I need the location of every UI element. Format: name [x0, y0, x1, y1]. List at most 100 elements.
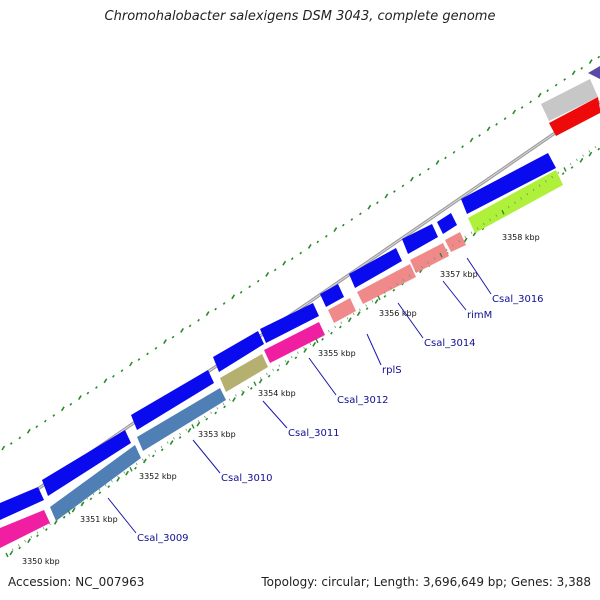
gc-skew-mark — [249, 387, 253, 390]
gene-label-csal-3010[interactable]: Csal_3010 — [221, 473, 273, 484]
gc-skew-mark — [588, 59, 593, 65]
ruler-tick — [142, 458, 144, 461]
ruler-tick — [36, 531, 39, 534]
gc-skew-mark — [196, 421, 201, 427]
gene-forward-5[interactable] — [260, 303, 319, 343]
gc-skew-mark — [316, 240, 320, 244]
ruler-tick — [452, 244, 454, 247]
ruler-tick — [414, 270, 417, 273]
ruler-tick — [235, 394, 237, 397]
gene-purple[interactable] — [588, 66, 600, 79]
gene-forward-3[interactable] — [131, 370, 214, 430]
gene-salmon-3[interactable] — [410, 243, 449, 273]
gene-label-csal-3009[interactable]: Csal_3009 — [137, 533, 189, 544]
gc-skew-mark — [339, 325, 342, 329]
gc-skew-mark — [214, 411, 218, 415]
gc-skew-mark — [546, 89, 550, 93]
gc-skew-mark — [520, 106, 524, 109]
ruler-tick — [148, 454, 150, 457]
gc-skew-mark — [18, 546, 22, 550]
gc-skew-mark — [232, 397, 236, 403]
gc-skew-mark — [9, 550, 14, 556]
ruler-tick — [396, 282, 398, 286]
gc-skew-mark — [495, 122, 498, 126]
ruler-tick — [346, 317, 349, 320]
gene-label-csal-3012[interactable]: Csal_3012 — [337, 395, 389, 406]
ruler-tick — [507, 205, 510, 209]
gene-forward-7[interactable] — [349, 248, 402, 288]
gene-forward-4[interactable] — [213, 331, 264, 372]
gc-skew-mark — [267, 374, 271, 378]
tick-label-3351: 3351 kbp — [80, 515, 118, 524]
gene-salmon-4[interactable] — [445, 232, 466, 252]
ruler-tick — [532, 188, 535, 192]
gene-forward-8[interactable] — [402, 224, 438, 254]
ruler-tick — [210, 411, 212, 414]
tick-label-3358: 3358 kbp — [502, 233, 540, 242]
gc-skew-mark — [188, 324, 192, 328]
gc-skew-mark — [89, 497, 93, 501]
gene-olive[interactable] — [220, 354, 268, 392]
gc-skew-mark — [129, 361, 133, 367]
gene-gray[interactable] — [541, 79, 598, 121]
gc-skew-mark — [53, 519, 58, 525]
gene-forward-9[interactable] — [437, 213, 457, 234]
gc-skew-mark — [294, 356, 298, 360]
gene-red[interactable] — [549, 97, 600, 136]
gene-pink-2[interactable] — [264, 322, 325, 363]
tick-label-3354: 3354 kbp — [258, 389, 296, 398]
gene-label-rpls[interactable]: rplS — [382, 365, 402, 376]
gc-skew-mark — [410, 176, 414, 182]
gene-pink-left[interactable] — [0, 510, 50, 548]
gene-label-csal-3016[interactable]: Csal_3016 — [492, 294, 544, 305]
ruler-tick — [98, 488, 101, 491]
gene-forward-10[interactable] — [461, 153, 556, 214]
gene-salmon-2[interactable] — [357, 264, 416, 304]
ruler-tick — [551, 175, 553, 179]
gene-salmon-1[interactable] — [328, 298, 356, 323]
gc-skew-mark — [330, 331, 333, 335]
ruler-tick — [594, 145, 597, 149]
label-leaders — [107, 257, 492, 534]
gc-skew-mark — [273, 268, 277, 272]
ruler-tick — [104, 484, 107, 487]
gc-skew-mark — [205, 311, 210, 317]
gc-skew-mark — [98, 491, 102, 495]
gc-skew-mark — [35, 425, 39, 429]
ruler-tick — [402, 278, 405, 281]
gc-skew-mark — [258, 378, 263, 384]
gene-label-rimm[interactable]: rimM — [467, 310, 492, 321]
ruler-tick — [80, 501, 82, 504]
ruler-tick — [160, 445, 163, 449]
ruler-tick — [315, 338, 319, 344]
genome-stats-text: Topology: circular; Length: 3,696,649 bp… — [261, 575, 591, 589]
gc-skew-mark — [358, 212, 362, 216]
gc-skew-mark — [214, 307, 217, 311]
ruler-tick — [458, 240, 460, 243]
gc-skew-mark — [52, 414, 56, 417]
gene-steel-2[interactable] — [137, 388, 226, 451]
gene-forward-6[interactable] — [320, 284, 344, 307]
ruler-tick — [365, 304, 367, 307]
gc-skew-mark — [180, 327, 184, 333]
tick-label-3356: 3356 kbp — [379, 309, 417, 318]
gene-label-csal-3014[interactable]: Csal_3014 — [424, 338, 476, 349]
gc-skew-mark — [529, 100, 533, 104]
gene-label-csal-3011[interactable]: Csal_3011 — [288, 428, 340, 439]
gc-skew-mark — [160, 448, 164, 452]
gene-forward-2[interactable] — [42, 430, 131, 496]
gene-forward-1[interactable] — [0, 487, 44, 520]
ruler-tick — [569, 162, 572, 166]
gc-skew-mark — [341, 223, 345, 227]
gene-lime[interactable] — [468, 170, 563, 233]
ruler-tick — [259, 377, 262, 380]
ruler-tick — [24, 539, 26, 543]
gc-skew-mark — [9, 442, 13, 445]
gc-skew-mark — [356, 311, 361, 317]
tick-label-3355: 3355 kbp — [318, 349, 356, 358]
gene-steel-1[interactable] — [50, 445, 141, 521]
gc-skew-mark — [77, 395, 82, 401]
ruler-tick — [476, 227, 479, 230]
ruler-tick — [73, 505, 76, 509]
